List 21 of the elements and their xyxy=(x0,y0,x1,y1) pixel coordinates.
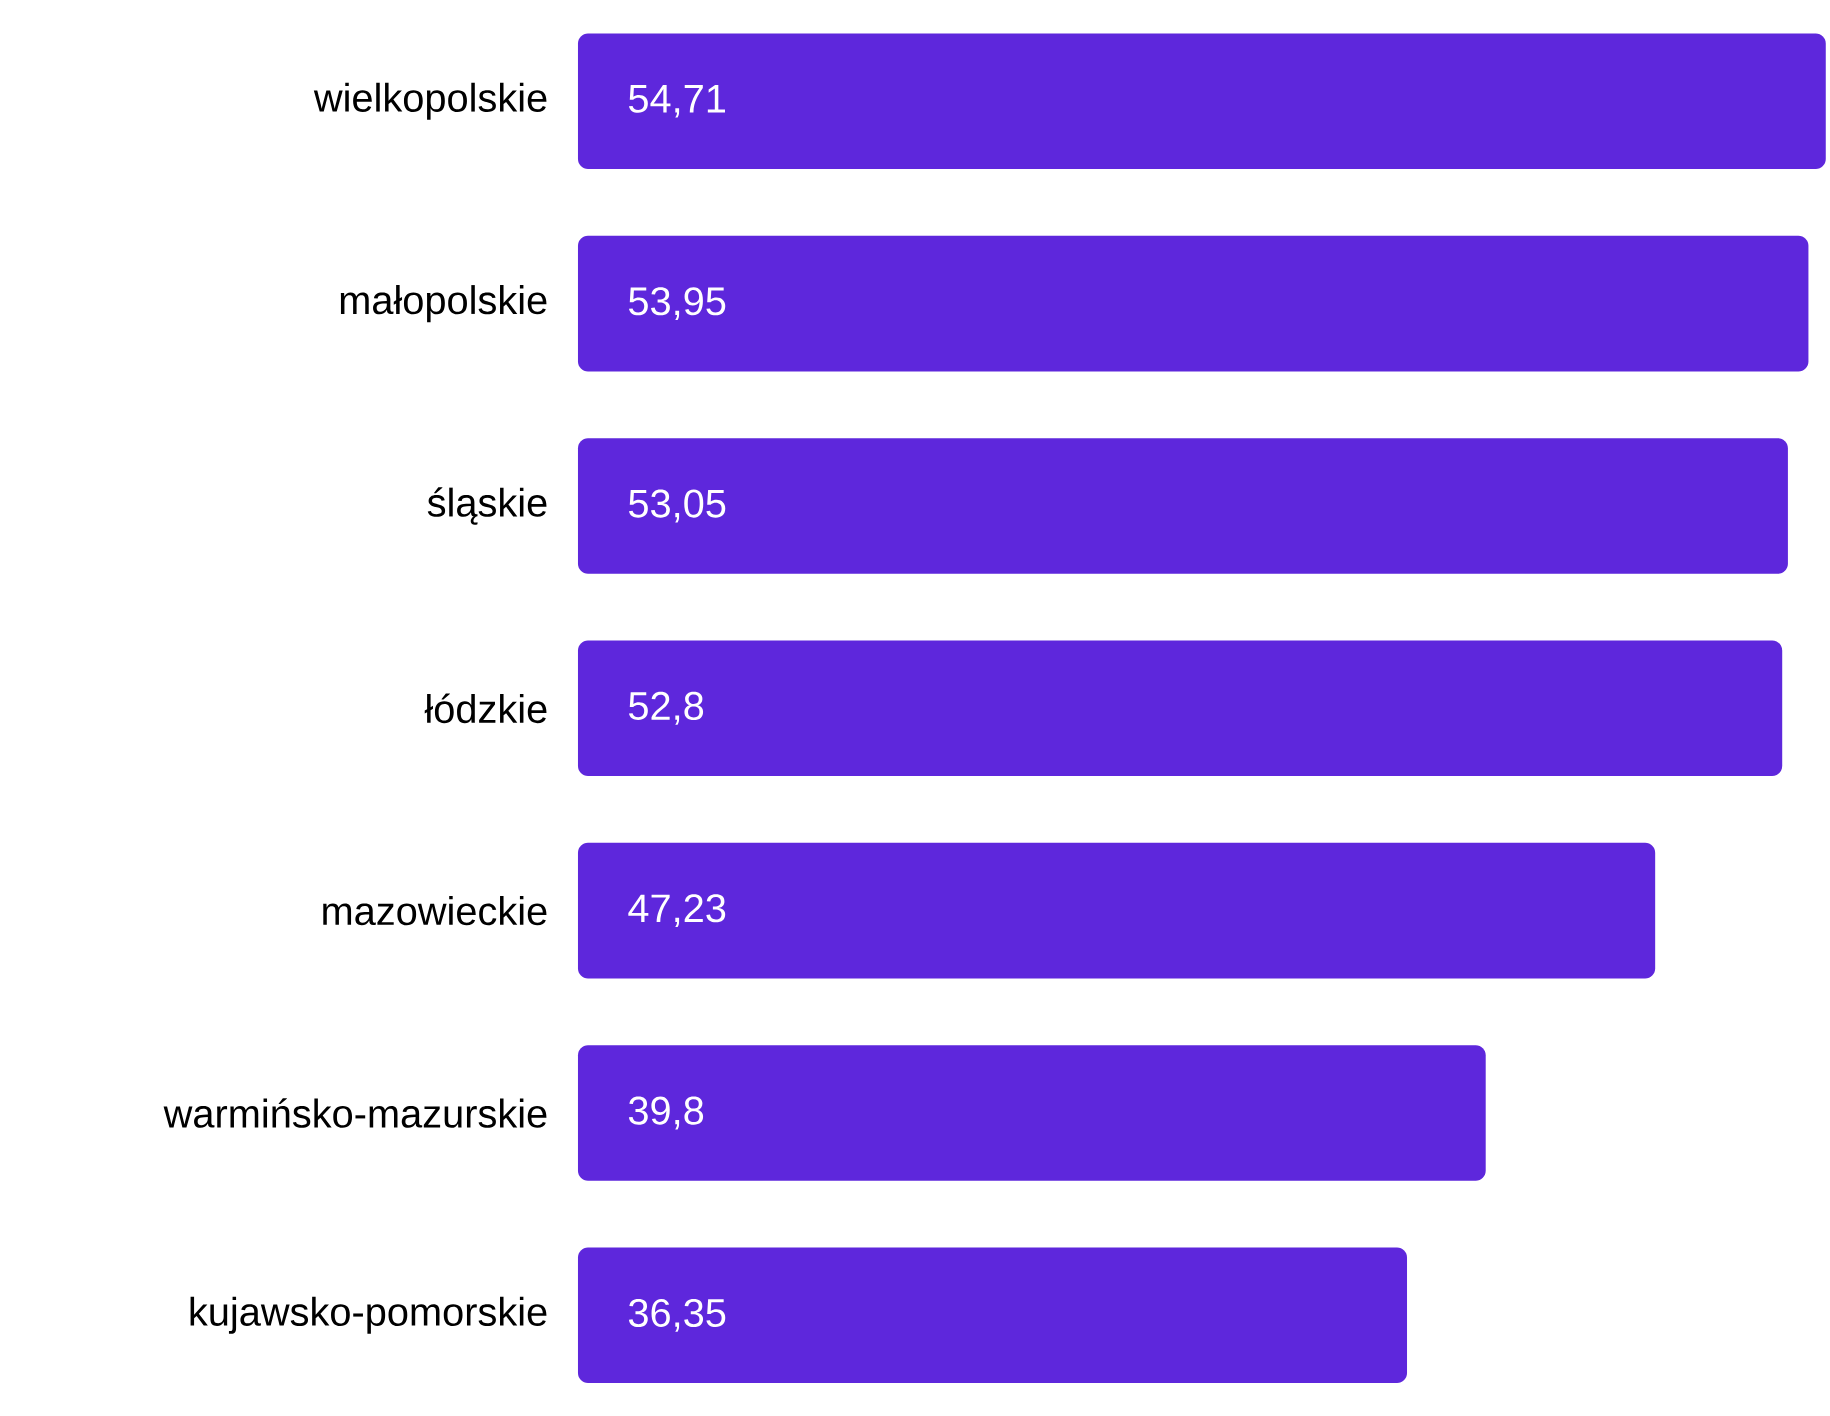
bar xyxy=(577,842,1656,979)
y-tick-label: kujawsko-pomorskie xyxy=(190,1296,547,1334)
data-label: 39,8 xyxy=(628,1096,704,1130)
bar xyxy=(577,1247,1408,1383)
data-label: 54,71 xyxy=(628,84,725,118)
bar xyxy=(577,640,1783,776)
data-label: 52,8 xyxy=(628,691,704,725)
bar xyxy=(577,1044,1486,1181)
y-tick-label: warmińsko-mazurskie xyxy=(163,1097,547,1128)
y-tick-label: mazowieckie xyxy=(323,895,547,926)
bar xyxy=(577,235,1809,372)
bar xyxy=(577,437,1788,574)
data-label: 53,95 xyxy=(628,286,726,320)
y-tick-label: łódzkie xyxy=(424,693,547,723)
y-tick-label: wielkopolskie xyxy=(313,82,547,120)
data-label: 36,35 xyxy=(628,1298,726,1332)
y-tick-label: małopolskie xyxy=(340,284,547,322)
bar xyxy=(577,33,1826,169)
data-label: 53,05 xyxy=(628,489,726,523)
y-tick-label: śląskie xyxy=(427,486,547,525)
data-label: 47,23 xyxy=(628,893,726,927)
